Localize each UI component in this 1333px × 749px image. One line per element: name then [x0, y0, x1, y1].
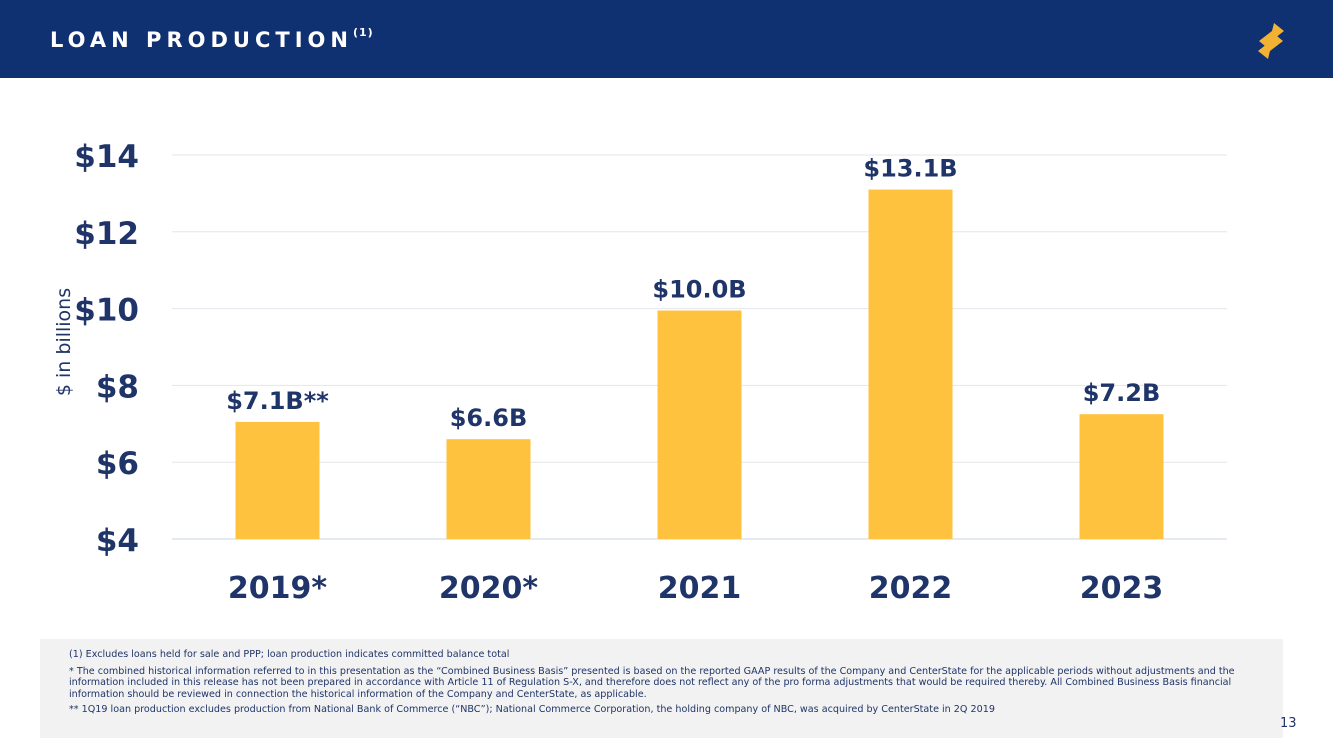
footnote-combined-basis: * The combined historical information re…: [69, 665, 1235, 700]
y-axis-label: $ in billions: [53, 288, 75, 396]
x-tick-label: 2023: [1080, 571, 1164, 606]
data-label: $10.0B: [652, 276, 746, 304]
footnote-1: (1) Excludes loans held for sale and PPP…: [69, 649, 510, 660]
bar: [657, 310, 742, 539]
page-title: LOAN PRODUCTION(1): [50, 26, 374, 52]
header-bar: LOAN PRODUCTION(1): [0, 0, 1333, 78]
x-tick-label: 2019*: [228, 571, 327, 606]
footnotes-box: (1) Excludes loans held for sale and PPP…: [40, 639, 1283, 738]
page-number: 13: [1280, 716, 1297, 731]
data-label: $7.1B**: [226, 387, 329, 415]
page-title-text: LOAN PRODUCTION: [50, 28, 353, 52]
x-tick-label: 2021: [658, 571, 742, 606]
x-tick-label: 2020*: [439, 571, 538, 606]
data-label: $7.2B: [1083, 379, 1161, 407]
y-tick-label: $14: [74, 139, 139, 175]
page-title-footnote-ref: (1): [352, 26, 374, 39]
y-tick-label: $12: [74, 216, 139, 252]
bar: [446, 439, 531, 539]
y-tick-label: $6: [96, 446, 139, 482]
loan-production-chart: $4 $6 $8 $10 $12 $14 $ in billions $7.1B** 2019*…: [53, 139, 1227, 606]
bar: [868, 189, 953, 539]
y-tick-label: $10: [74, 293, 139, 329]
y-tick-label: $4: [96, 523, 139, 559]
footnote-nbc: ** 1Q19 loan production excludes product…: [69, 704, 995, 716]
bar: [235, 421, 320, 539]
data-label: $13.1B: [863, 155, 957, 183]
bar: [1079, 414, 1164, 539]
x-tick-label: 2022: [869, 571, 953, 606]
brand-s-logo-icon: [1258, 23, 1284, 59]
data-label: $6.6B: [450, 404, 528, 432]
y-tick-label: $8: [96, 369, 139, 405]
